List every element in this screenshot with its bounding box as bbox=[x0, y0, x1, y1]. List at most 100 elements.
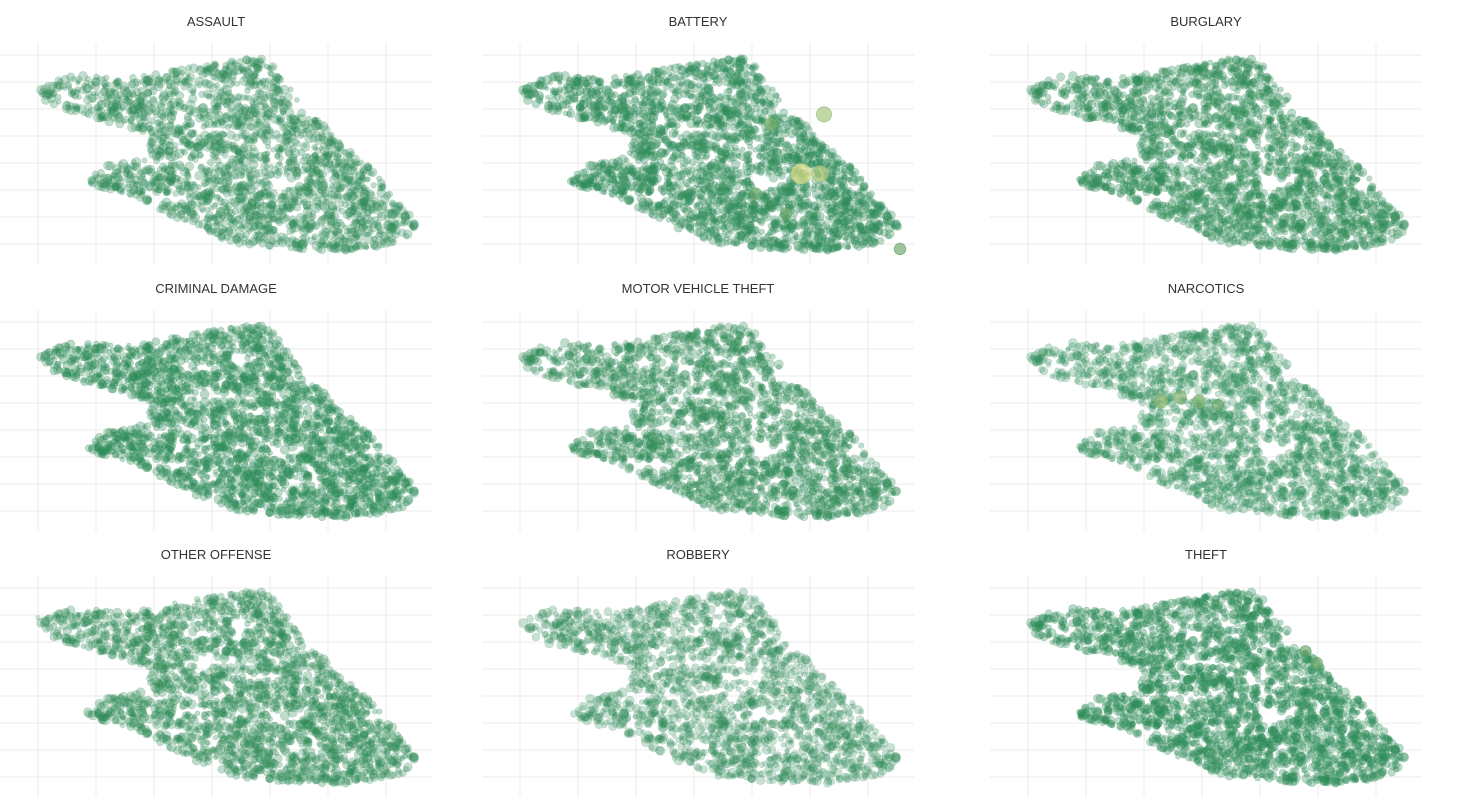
data-point bbox=[346, 159, 357, 169]
data-point bbox=[276, 196, 284, 204]
data-point bbox=[302, 241, 308, 247]
data-point bbox=[214, 218, 221, 225]
data-point bbox=[689, 194, 697, 201]
data-point bbox=[319, 141, 328, 150]
data-point bbox=[252, 131, 260, 139]
data-point bbox=[348, 150, 355, 158]
data-point bbox=[221, 205, 230, 215]
data-point bbox=[753, 88, 762, 97]
data-point bbox=[331, 172, 340, 181]
data-point bbox=[96, 114, 104, 123]
data-point bbox=[83, 79, 90, 86]
data-point bbox=[203, 169, 210, 176]
data-point bbox=[65, 83, 72, 90]
data-point bbox=[869, 209, 880, 220]
data-point bbox=[227, 115, 234, 122]
data-point bbox=[155, 150, 164, 159]
data-point bbox=[368, 206, 376, 214]
data-point bbox=[608, 171, 616, 178]
data-point bbox=[346, 244, 355, 253]
data-point bbox=[230, 68, 238, 76]
data-point bbox=[360, 166, 368, 174]
data-point bbox=[292, 126, 300, 134]
data-point bbox=[270, 215, 278, 223]
data-point bbox=[102, 98, 111, 108]
data-point bbox=[836, 179, 844, 187]
data-point bbox=[843, 230, 850, 237]
data-point bbox=[265, 241, 274, 250]
data-point bbox=[54, 93, 62, 101]
data-point bbox=[330, 151, 337, 157]
data-point bbox=[211, 141, 222, 152]
data-point bbox=[302, 225, 312, 235]
data-point bbox=[170, 204, 179, 213]
data-point bbox=[746, 77, 753, 84]
data-point bbox=[687, 211, 696, 220]
data-point bbox=[127, 118, 134, 125]
data-point bbox=[170, 176, 176, 183]
data-point bbox=[802, 241, 810, 249]
data-point bbox=[137, 92, 147, 102]
data-point bbox=[184, 161, 195, 172]
data-point bbox=[282, 129, 292, 139]
data-point bbox=[383, 191, 392, 200]
data-point bbox=[199, 138, 209, 147]
data-point bbox=[361, 189, 370, 198]
data-point bbox=[331, 146, 341, 155]
data-point bbox=[342, 224, 348, 230]
data-point bbox=[84, 75, 92, 83]
data-point bbox=[332, 221, 341, 230]
data-point bbox=[323, 211, 330, 219]
data-point bbox=[141, 195, 152, 206]
data-point bbox=[658, 65, 669, 76]
data-point bbox=[756, 152, 763, 159]
data-point bbox=[289, 165, 297, 173]
data-point bbox=[301, 161, 313, 172]
data-point bbox=[275, 217, 283, 225]
data-point bbox=[831, 204, 842, 215]
data-point bbox=[718, 57, 726, 65]
data-point bbox=[105, 182, 114, 191]
data-point bbox=[151, 151, 161, 161]
data-point bbox=[152, 178, 159, 186]
data-point bbox=[176, 176, 185, 185]
data-point bbox=[327, 136, 336, 146]
data-point bbox=[270, 105, 278, 113]
data-point bbox=[314, 119, 324, 130]
data-point bbox=[309, 134, 318, 143]
data-point bbox=[251, 170, 260, 179]
data-point bbox=[837, 172, 845, 180]
data-point bbox=[719, 205, 729, 216]
data-point bbox=[270, 197, 277, 205]
data-point bbox=[337, 228, 343, 235]
data-point bbox=[219, 69, 227, 77]
data-point bbox=[715, 102, 726, 113]
data-point bbox=[246, 168, 253, 175]
data-point bbox=[100, 180, 109, 189]
data-point bbox=[367, 167, 378, 178]
data-point bbox=[305, 153, 312, 160]
data-point bbox=[317, 181, 328, 191]
data-point bbox=[134, 104, 144, 114]
data-point bbox=[239, 93, 247, 101]
data-point bbox=[694, 74, 701, 82]
data-point bbox=[368, 223, 378, 233]
data-point bbox=[775, 237, 781, 243]
data-point bbox=[159, 90, 168, 99]
data-point bbox=[171, 89, 178, 95]
data-point bbox=[271, 112, 277, 119]
data-point bbox=[177, 125, 187, 135]
data-point bbox=[642, 112, 652, 122]
data-point bbox=[351, 187, 359, 195]
data-point bbox=[248, 198, 254, 205]
data-point bbox=[161, 107, 172, 118]
data-point bbox=[164, 121, 175, 132]
data-point bbox=[324, 161, 330, 167]
data-point bbox=[796, 133, 805, 142]
data-point bbox=[224, 202, 233, 211]
data-point bbox=[246, 228, 253, 235]
data-point bbox=[172, 71, 180, 78]
data-point bbox=[163, 94, 170, 101]
data-point bbox=[264, 77, 271, 84]
data-point bbox=[862, 237, 874, 248]
